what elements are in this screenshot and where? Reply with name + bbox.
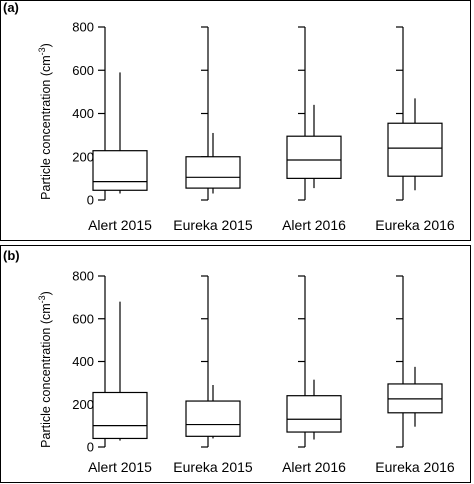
category-label: Alert 2016 (282, 217, 346, 233)
y-tick-label: 200 (72, 149, 94, 164)
category-label: Alert 2016 (282, 459, 346, 475)
y-tick-label: 600 (72, 63, 94, 78)
category-label: Eureka 2015 (173, 217, 253, 233)
y-axis-label: Particle concentration (cm-3) (37, 43, 53, 200)
box (286, 135, 342, 179)
category-label: Alert 2015 (88, 459, 152, 475)
y-axis-label-text: Particle concentration (cm (39, 55, 53, 200)
panel-label: (b) (3, 248, 20, 263)
y-axis-label-superscript: -3 (37, 47, 47, 55)
y-tick-label: 800 (72, 20, 94, 35)
box (387, 122, 443, 177)
y-axis-label: Particle concentration (cm-3) (37, 291, 53, 448)
panel-frame (0, 245, 471, 483)
box (185, 400, 241, 437)
y-tick-label: 400 (72, 354, 94, 369)
category-label: Eureka 2016 (375, 217, 455, 233)
y-axis-label-end: ) (39, 291, 53, 295)
box (92, 150, 148, 191)
y-tick-label: 400 (72, 106, 94, 121)
y-tick-label: 800 (72, 269, 94, 284)
y-axis-label-superscript: -3 (37, 295, 47, 303)
y-tick-label: 200 (72, 397, 94, 412)
panel-label: (a) (3, 0, 19, 15)
category-label: Eureka 2016 (375, 459, 455, 475)
box (185, 156, 241, 189)
y-tick-label: 0 (87, 193, 94, 208)
box (92, 391, 148, 440)
y-tick-label: 600 (72, 311, 94, 326)
category-label: Alert 2015 (88, 217, 152, 233)
y-axis-label-end: ) (39, 43, 53, 47)
category-label: Eureka 2015 (173, 459, 253, 475)
y-axis-label-text: Particle concentration (cm (39, 303, 53, 448)
panel-frame (0, 0, 471, 241)
y-tick-label: 0 (87, 440, 94, 455)
box (286, 395, 342, 433)
